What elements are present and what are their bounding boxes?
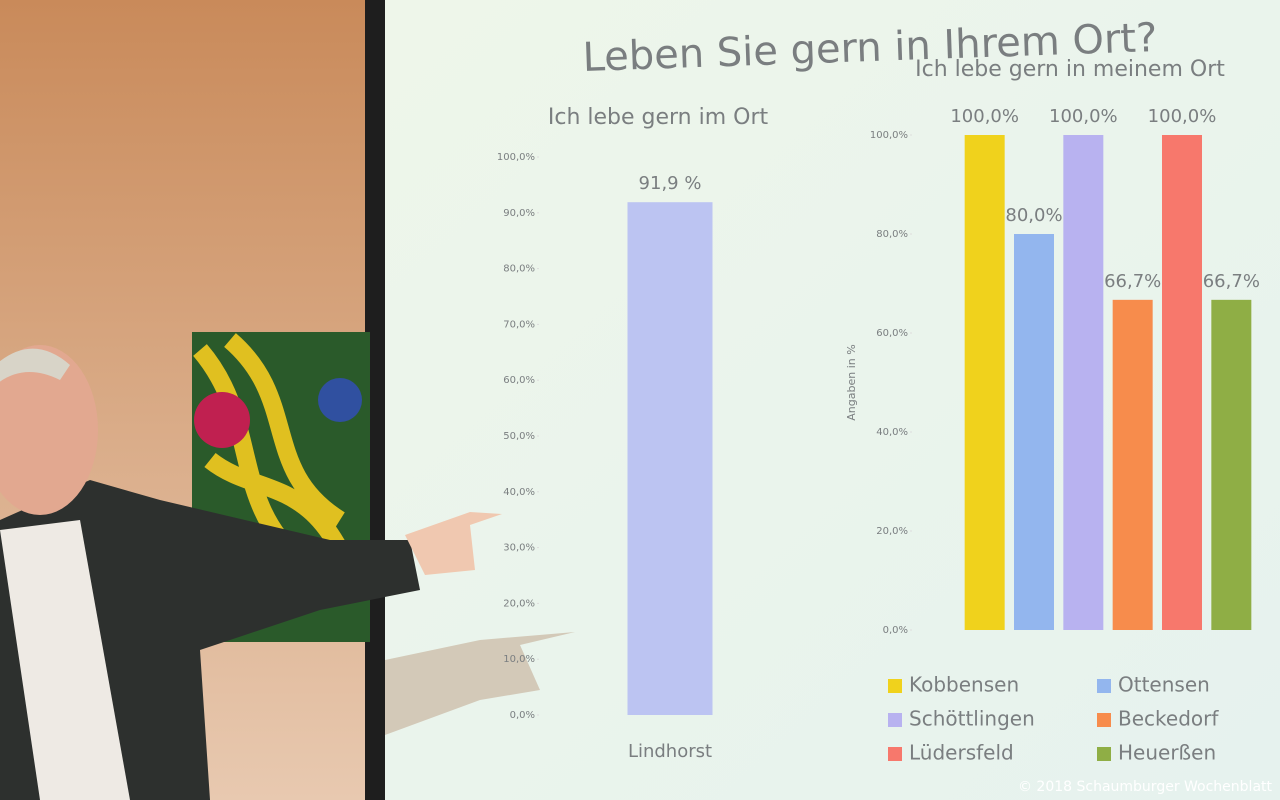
legend-swatch	[888, 747, 902, 761]
copyright: © 2018 Schaumburger Wochenblatt	[1018, 779, 1273, 795]
person-hair	[0, 348, 70, 382]
value-label: 100,0%	[1148, 106, 1217, 127]
x-tick-label: Lindhorst	[628, 741, 712, 762]
person-hand	[405, 512, 502, 575]
chart-title: Ich lebe gern im Ort	[548, 105, 769, 130]
y-tick-label tick: 20,0%	[503, 598, 535, 609]
legend-swatch	[888, 713, 902, 727]
value-label: 100,0%	[950, 106, 1019, 127]
legend-label: Schöttlingen	[909, 707, 1035, 731]
value-label: 66,7%	[1203, 271, 1260, 292]
legend-label: Beckedorf	[1118, 707, 1219, 731]
chart-title: Ich lebe gern in meinem Ort	[915, 57, 1225, 82]
y-tick-label tick: 10,0%	[503, 654, 535, 665]
bar	[1014, 234, 1054, 630]
bar	[1063, 135, 1104, 630]
y-tick-label tick: 60,0%	[503, 375, 535, 386]
legend-label: Kobbensen	[909, 673, 1019, 697]
bar	[1112, 299, 1153, 630]
y-tick-label tick: 100,0%	[870, 130, 908, 141]
y-tick-label tick: 90,0%	[503, 208, 535, 219]
bar	[627, 202, 713, 715]
painting-spot	[194, 392, 250, 448]
bar	[1211, 299, 1252, 630]
bar	[1162, 135, 1202, 630]
value-label: 100,0%	[1049, 106, 1118, 127]
legend-swatch	[1097, 747, 1111, 761]
y-tick-label tick: 0,0%	[883, 625, 908, 636]
legend-label: Heuerßen	[1118, 741, 1216, 765]
y-tick-label tick: 30,0%	[503, 543, 535, 554]
y-tick-label tick: 100,0%	[497, 152, 535, 163]
y-tick-label tick: 50,0%	[503, 431, 535, 442]
y-tick-label tick: 0,0%	[510, 710, 535, 721]
y-tick-label tick: 20,0%	[876, 526, 908, 537]
y-tick-label tick: 40,0%	[503, 487, 535, 498]
legend-label: Lüdersfeld	[909, 741, 1014, 765]
legend-label: Ottensen	[1118, 673, 1210, 697]
bar	[964, 135, 1005, 630]
value-label: 80,0%	[1005, 205, 1062, 226]
person-head	[0, 345, 98, 515]
value-label: 91,9 %	[639, 173, 702, 194]
y-tick-label tick: 40,0%	[876, 427, 908, 438]
y-tick-label tick: 60,0%	[876, 328, 908, 339]
painting-spot	[318, 378, 362, 422]
value-label: 66,7%	[1104, 271, 1161, 292]
legend-swatch	[1097, 679, 1111, 693]
y-axis-label: Angaben in %	[845, 344, 858, 420]
person-shirt	[0, 520, 130, 800]
legend-swatch	[888, 679, 902, 693]
y-tick-label tick: 80,0%	[876, 229, 908, 240]
hand-shadow	[385, 632, 575, 735]
y-tick-label tick: 70,0%	[503, 319, 535, 330]
y-tick-label tick: 80,0%	[503, 264, 535, 275]
legend-swatch	[1097, 713, 1111, 727]
